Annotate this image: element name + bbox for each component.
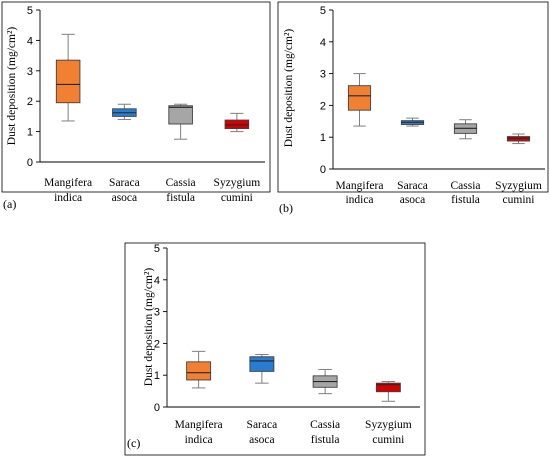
x-category-label-line1: Cassia bbox=[310, 419, 340, 431]
y-axis-title: Dust deposition (mg/cm²) bbox=[6, 27, 18, 146]
x-category-label-line2: fistula bbox=[311, 434, 340, 446]
chart-panel: 0 1 2 3 4 5 Dust deposition (mg/cm²) Mangifera i… bbox=[1, 1, 271, 211]
x-category-label-line1: Saraca bbox=[397, 180, 428, 192]
chart-panel: 0 1 2 3 4 5 Dust deposition (mg/cm²) Mangifera i… bbox=[277, 1, 549, 215]
x-category-label-line1: Saraca bbox=[247, 419, 278, 431]
y-tick-label: 5 bbox=[320, 5, 326, 17]
y-tick-label: 2 bbox=[27, 96, 33, 108]
chart-panel: 0 1 2 3 4 5 Dust deposition (mg/cm²) Mangifera i… bbox=[124, 242, 426, 456]
x-category-label-line2: asoca bbox=[112, 192, 138, 204]
y-tick-label: 4 bbox=[154, 275, 160, 287]
panel-label: (c) bbox=[127, 436, 140, 450]
box-iqr bbox=[224, 119, 250, 130]
y-tick-label: 2 bbox=[320, 100, 326, 112]
panel-frame bbox=[124, 242, 426, 456]
x-category-label-line2: cumini bbox=[372, 434, 404, 446]
x-category-label-line2: fistula bbox=[166, 192, 195, 204]
box-iqr bbox=[55, 59, 81, 104]
y-tick-label: 2 bbox=[154, 338, 160, 350]
x-category-label-line2: cumini bbox=[221, 192, 253, 204]
panel-label: (a) bbox=[3, 197, 16, 211]
x-category-label-line1: Syzygium bbox=[495, 180, 542, 192]
box-iqr bbox=[249, 356, 275, 372]
panel-frame bbox=[1, 1, 271, 193]
x-category-label-line2: indica bbox=[54, 192, 82, 204]
x-category-label-line1: Cassia bbox=[166, 177, 196, 189]
x-category-label-line1: Syzygium bbox=[365, 419, 412, 431]
x-category-label-line2: fistula bbox=[451, 194, 480, 206]
y-tick-label: 0 bbox=[320, 164, 326, 176]
y-tick-label: 0 bbox=[154, 402, 160, 414]
x-category-label-line2: cumini bbox=[503, 194, 535, 206]
y-axis-title: Dust deposition (mg/cm²) bbox=[143, 268, 155, 387]
y-tick-label: 5 bbox=[154, 243, 160, 255]
x-category-label-line1: Mangifera bbox=[44, 177, 92, 189]
panel-frame bbox=[277, 1, 549, 193]
y-tick-label: 3 bbox=[320, 69, 326, 81]
x-category-label-line2: indica bbox=[345, 194, 373, 206]
x-category-label-line2: asoca bbox=[400, 194, 426, 206]
y-tick-label: 4 bbox=[27, 35, 33, 47]
y-tick-label: 0 bbox=[27, 157, 33, 169]
y-tick-label: 1 bbox=[27, 127, 33, 139]
x-category-label-line1: Mangifera bbox=[175, 419, 223, 431]
box-iqr bbox=[347, 85, 372, 111]
box-iqr bbox=[375, 382, 401, 393]
box-iqr bbox=[506, 136, 531, 142]
y-tick-label: 1 bbox=[154, 370, 160, 382]
x-category-label-line2: indica bbox=[185, 434, 213, 446]
y-tick-label: 5 bbox=[27, 5, 33, 17]
y-tick-label: 4 bbox=[320, 37, 326, 49]
y-tick-label: 3 bbox=[154, 307, 160, 319]
x-category-label-line1: Saraca bbox=[109, 177, 140, 189]
panel-label: (b) bbox=[279, 201, 293, 215]
box-iqr bbox=[186, 361, 212, 381]
x-category-label-line1: Cassia bbox=[450, 180, 480, 192]
x-category-label-line1: Syzygium bbox=[214, 177, 261, 189]
y-tick-label: 1 bbox=[320, 132, 326, 144]
x-category-label-line1: Mangifera bbox=[336, 180, 384, 192]
box-iqr bbox=[168, 105, 193, 125]
x-category-label-line2: asoca bbox=[249, 434, 275, 446]
y-tick-label: 3 bbox=[27, 66, 33, 78]
y-axis-title: Dust deposition (mg/cm²) bbox=[283, 29, 295, 148]
